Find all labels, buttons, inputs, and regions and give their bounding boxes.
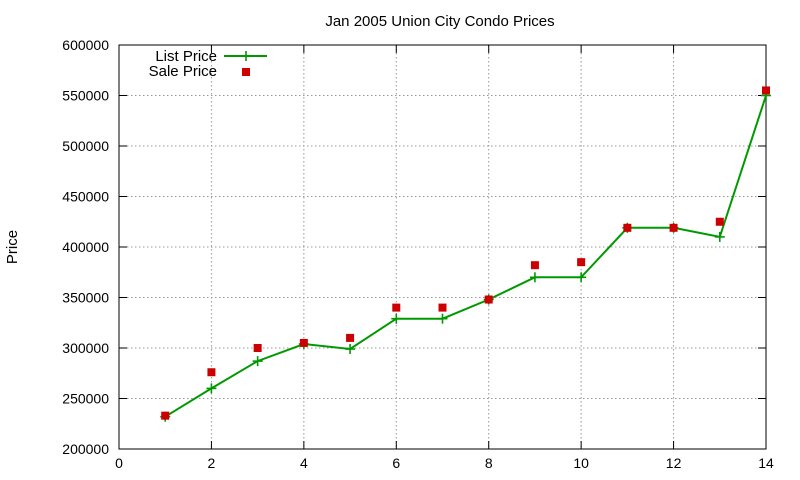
list-price-point [206, 383, 217, 394]
y-tick-label: 500000 [62, 138, 109, 154]
sale-price-point [484, 295, 493, 304]
y-tick-label: 600000 [62, 37, 109, 53]
axis-ticks: 200000 250000 300000 350000 400000 450000 5000… [62, 37, 774, 471]
y-tick-label: 300000 [62, 340, 109, 356]
x-tick-label: 12 [666, 455, 682, 471]
list-price-point [391, 313, 402, 324]
sale-price-point [577, 258, 586, 267]
y-tick-label: 250000 [62, 391, 109, 407]
sale-price-point [623, 223, 632, 232]
list-price-point [437, 313, 448, 324]
x-tick-label: 0 [115, 455, 123, 471]
sale-price-point [161, 411, 170, 420]
series [160, 86, 771, 422]
series-line-list-price [164, 95, 767, 418]
sale-price-point [346, 333, 355, 342]
sale-price-point [253, 344, 262, 352]
legend-marker-list-price [241, 51, 251, 61]
x-tick-label: 2 [208, 455, 216, 471]
sale-price-point [669, 223, 678, 232]
legend-marker-sale-price [242, 68, 250, 76]
y-tick-label: 200000 [62, 441, 109, 457]
x-tick-label: 10 [573, 455, 589, 471]
list-price-point [345, 344, 356, 355]
legend: List Price Sale Price [149, 48, 267, 80]
sale-price-point [762, 86, 770, 95]
sale-price-point [438, 303, 447, 312]
sale-price-point [715, 217, 724, 226]
list-price-point [714, 231, 725, 242]
grid [119, 45, 766, 449]
legend-label-sale-price: Sale Price [149, 63, 217, 80]
y-tick-label: 400000 [62, 239, 109, 255]
y-tick-label: 450000 [62, 189, 109, 205]
x-tick-label: 6 [392, 455, 400, 471]
x-tick-label: 8 [485, 455, 493, 471]
chart-title: Jan 2005 Union City Condo Prices [325, 13, 554, 30]
sale-price-point [392, 303, 401, 312]
y-axis-title: Price [4, 230, 21, 264]
sale-price-point [530, 261, 539, 270]
y-tick-label: 350000 [62, 290, 109, 306]
list-price-point [576, 272, 587, 283]
list-price-point [252, 356, 263, 367]
x-tick-label: 14 [758, 455, 774, 471]
sale-price-point [299, 338, 308, 347]
y-tick-label: 550000 [62, 88, 109, 104]
list-price-point [529, 272, 540, 283]
x-tick-label: 4 [300, 455, 308, 471]
legend-label-list-price: List Price [155, 48, 217, 65]
sale-price-point [207, 368, 216, 377]
